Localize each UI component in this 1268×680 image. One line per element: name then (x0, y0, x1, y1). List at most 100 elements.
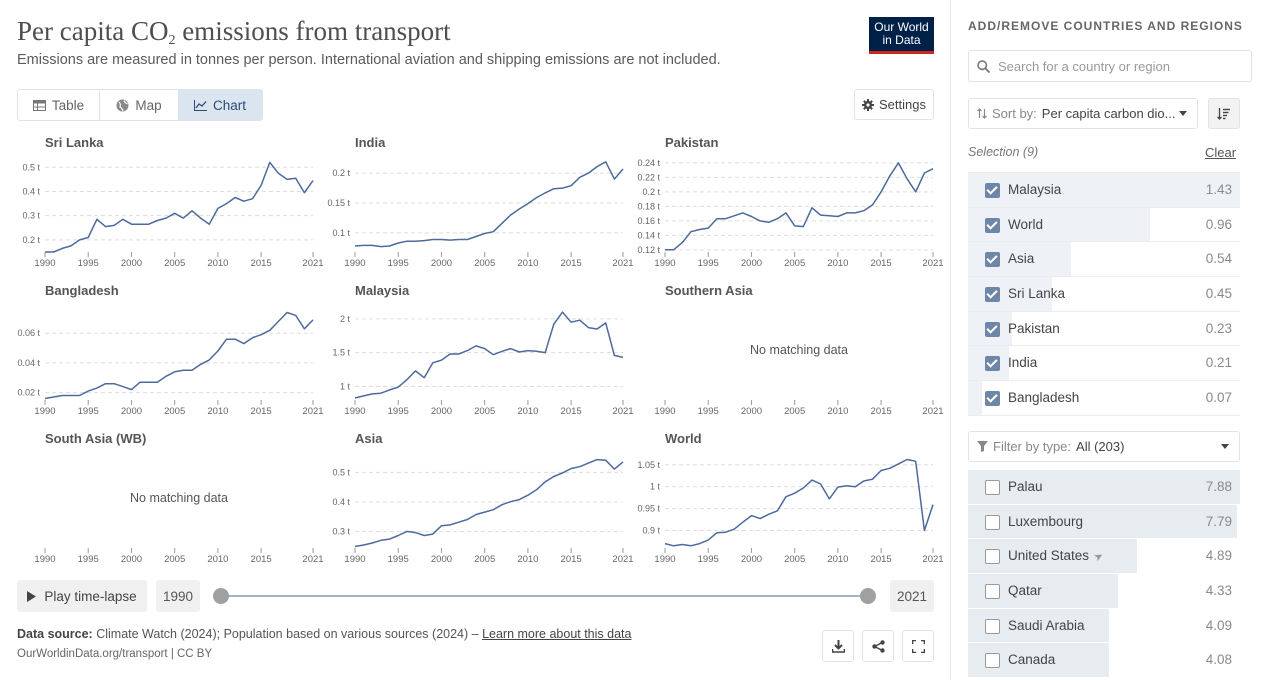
x-tick-label: 1990 (344, 406, 365, 417)
x-tick-label: 1990 (654, 258, 675, 269)
y-tick-label: 0.2 t (332, 168, 350, 178)
entity-name: Luxembourg (1008, 513, 1084, 529)
tab-table[interactable]: Table (18, 90, 100, 120)
y-tick-label: 0.2 t (22, 235, 40, 245)
y-tick-label: 0.16 t (637, 216, 660, 226)
x-tick-label: 2021 (302, 406, 323, 417)
chevron-down-icon (1179, 111, 1187, 116)
start-year[interactable]: 1990 (156, 580, 200, 612)
fullscreen-button[interactable] (902, 630, 934, 662)
panel-world: World 1990 1995 2000 2005 2010 2015 2021 0.9 t 0.… (637, 431, 943, 565)
x-tick-label: 2015 (561, 258, 582, 269)
entity-name: Qatar (1008, 583, 1042, 599)
x-tick-label: 2021 (302, 554, 323, 565)
entity-row-malaysia[interactable]: Malaysia 1.43 (968, 173, 1240, 208)
y-tick-label: 0.4 t (22, 186, 40, 196)
checkbox-unchecked[interactable] (985, 480, 1000, 495)
entity-row-palau[interactable]: Palau 7.88 (968, 470, 1240, 505)
x-tick-label: 2015 (871, 554, 892, 565)
unselected-list: Palau 7.88 Luxembourg 7.79 United States ➤ 4.8… (968, 470, 1240, 679)
panel-sri-lanka: Sri Lanka 1990 1995 2000 2005 2010 2015 2021 0.2… (22, 135, 323, 269)
x-tick-label: 1995 (388, 258, 409, 269)
share-button[interactable] (862, 630, 894, 662)
globe-icon (116, 99, 129, 111)
entity-row-united-states[interactable]: United States ➤ 4.89 (968, 539, 1240, 575)
x-tick-label: 2010 (517, 258, 538, 269)
x-tick-label: 1995 (698, 406, 719, 417)
x-tick-label: 2021 (612, 406, 633, 417)
checkbox-unchecked[interactable] (985, 653, 1000, 669)
entity-name: Asia (1008, 251, 1035, 267)
checkbox-unchecked[interactable] (985, 514, 1000, 530)
y-tick-label: 2 t (340, 314, 351, 324)
sort-descending-icon (1217, 107, 1230, 120)
entity-name: Pakistan (1008, 320, 1060, 336)
sort-order-button[interactable] (1208, 98, 1240, 129)
entity-value: 4.08 (1205, 652, 1232, 668)
panel-india: India 1990 1995 2000 2005 2010 2015 2021 0.1 t 0.… (327, 135, 633, 269)
y-tick-label: 0.06 t (17, 328, 40, 338)
panel-title: Southern Asia (665, 283, 753, 298)
y-tick-label: 0.2 t (642, 187, 660, 197)
download-button[interactable] (822, 630, 854, 662)
expand-icon (911, 639, 925, 653)
panel-title: South Asia (WB) (45, 431, 146, 446)
x-tick-label: 1995 (388, 406, 409, 417)
sort-select[interactable]: Sort by: Per capita carbon dio... (968, 98, 1198, 129)
checkbox-checked[interactable] (985, 356, 1000, 372)
checkbox-checked[interactable] (985, 217, 1000, 233)
y-tick-label: 1 t (340, 381, 351, 391)
entity-row-sri-lanka[interactable]: Sri Lanka 0.45 (968, 277, 1240, 312)
chevron-down-icon (1221, 444, 1229, 449)
selection-count: Selection (9) (968, 145, 1039, 159)
y-tick-label: 1 t (650, 482, 661, 492)
entity-row-pakistan[interactable]: Pakistan 0.23 (968, 311, 1240, 347)
filter-icon (977, 441, 988, 452)
checkbox-checked[interactable] (985, 252, 1000, 268)
x-tick-label: 1990 (34, 554, 55, 565)
timeline-end-handle[interactable] (860, 588, 876, 604)
checkbox-checked[interactable] (985, 391, 1000, 407)
entity-row-world[interactable]: World 0.96 (968, 207, 1240, 243)
clear-selection-button[interactable]: Clear (1205, 145, 1237, 160)
entity-row-india[interactable]: India 0.21 (968, 346, 1240, 382)
source-url: OurWorldinData.org/transport | CC BY (17, 648, 213, 660)
entity-value: 4.89 (1205, 548, 1232, 564)
end-year[interactable]: 2021 (890, 580, 934, 612)
checkbox-unchecked[interactable] (985, 549, 1000, 565)
x-tick-label: 2015 (871, 406, 892, 417)
checkbox-checked[interactable] (985, 183, 1000, 198)
tab-map[interactable]: Map (100, 90, 178, 120)
panel-bangladesh: Bangladesh 1990 1995 2000 2005 2010 2015 2021 0.… (17, 283, 323, 417)
filter-type-select[interactable]: Filter by type: All (203) (968, 431, 1240, 462)
table-icon (32, 99, 46, 111)
checkbox-unchecked[interactable] (985, 618, 1000, 634)
checkbox-checked[interactable] (985, 321, 1000, 337)
entity-value: 0.96 (1205, 216, 1232, 232)
checkbox-unchecked[interactable] (985, 584, 1000, 600)
settings-button[interactable]: Settings (854, 89, 934, 120)
entity-row-luxembourg[interactable]: Luxembourg 7.79 (968, 504, 1240, 540)
play-timelapse-button[interactable]: Play time-lapse (17, 580, 147, 612)
entity-row-bangladesh[interactable]: Bangladesh 0.07 (968, 381, 1240, 416)
search-input[interactable]: Search for a country or region (968, 50, 1252, 82)
entity-row-saudi-arabia[interactable]: Saudi Arabia 4.09 (968, 608, 1240, 644)
x-tick-label: 2015 (561, 554, 582, 565)
y-tick-label: 0.14 t (637, 230, 660, 240)
owid-logo[interactable]: Our World in Data (869, 17, 934, 54)
entity-row-canada[interactable]: Canada 4.08 (968, 643, 1240, 679)
series-line-malaysia (354, 311, 624, 399)
checkbox-checked[interactable] (985, 287, 1000, 303)
entity-row-asia[interactable]: Asia 0.54 (968, 242, 1240, 278)
series-line-bangladesh (44, 311, 314, 400)
tab-chart[interactable]: Chart (178, 90, 262, 120)
learn-more-link[interactable]: Learn more about this data (482, 627, 632, 641)
x-tick-label: 1995 (78, 554, 99, 565)
entity-row-qatar[interactable]: Qatar 4.33 (968, 574, 1240, 609)
x-tick-label: 2010 (207, 258, 228, 269)
y-tick-label: 0.1 t (332, 228, 350, 238)
download-icon (831, 639, 845, 653)
y-tick-label: 0.18 t (637, 201, 660, 211)
timeline-start-handle[interactable] (213, 588, 229, 604)
timeline-track[interactable] (221, 595, 868, 597)
